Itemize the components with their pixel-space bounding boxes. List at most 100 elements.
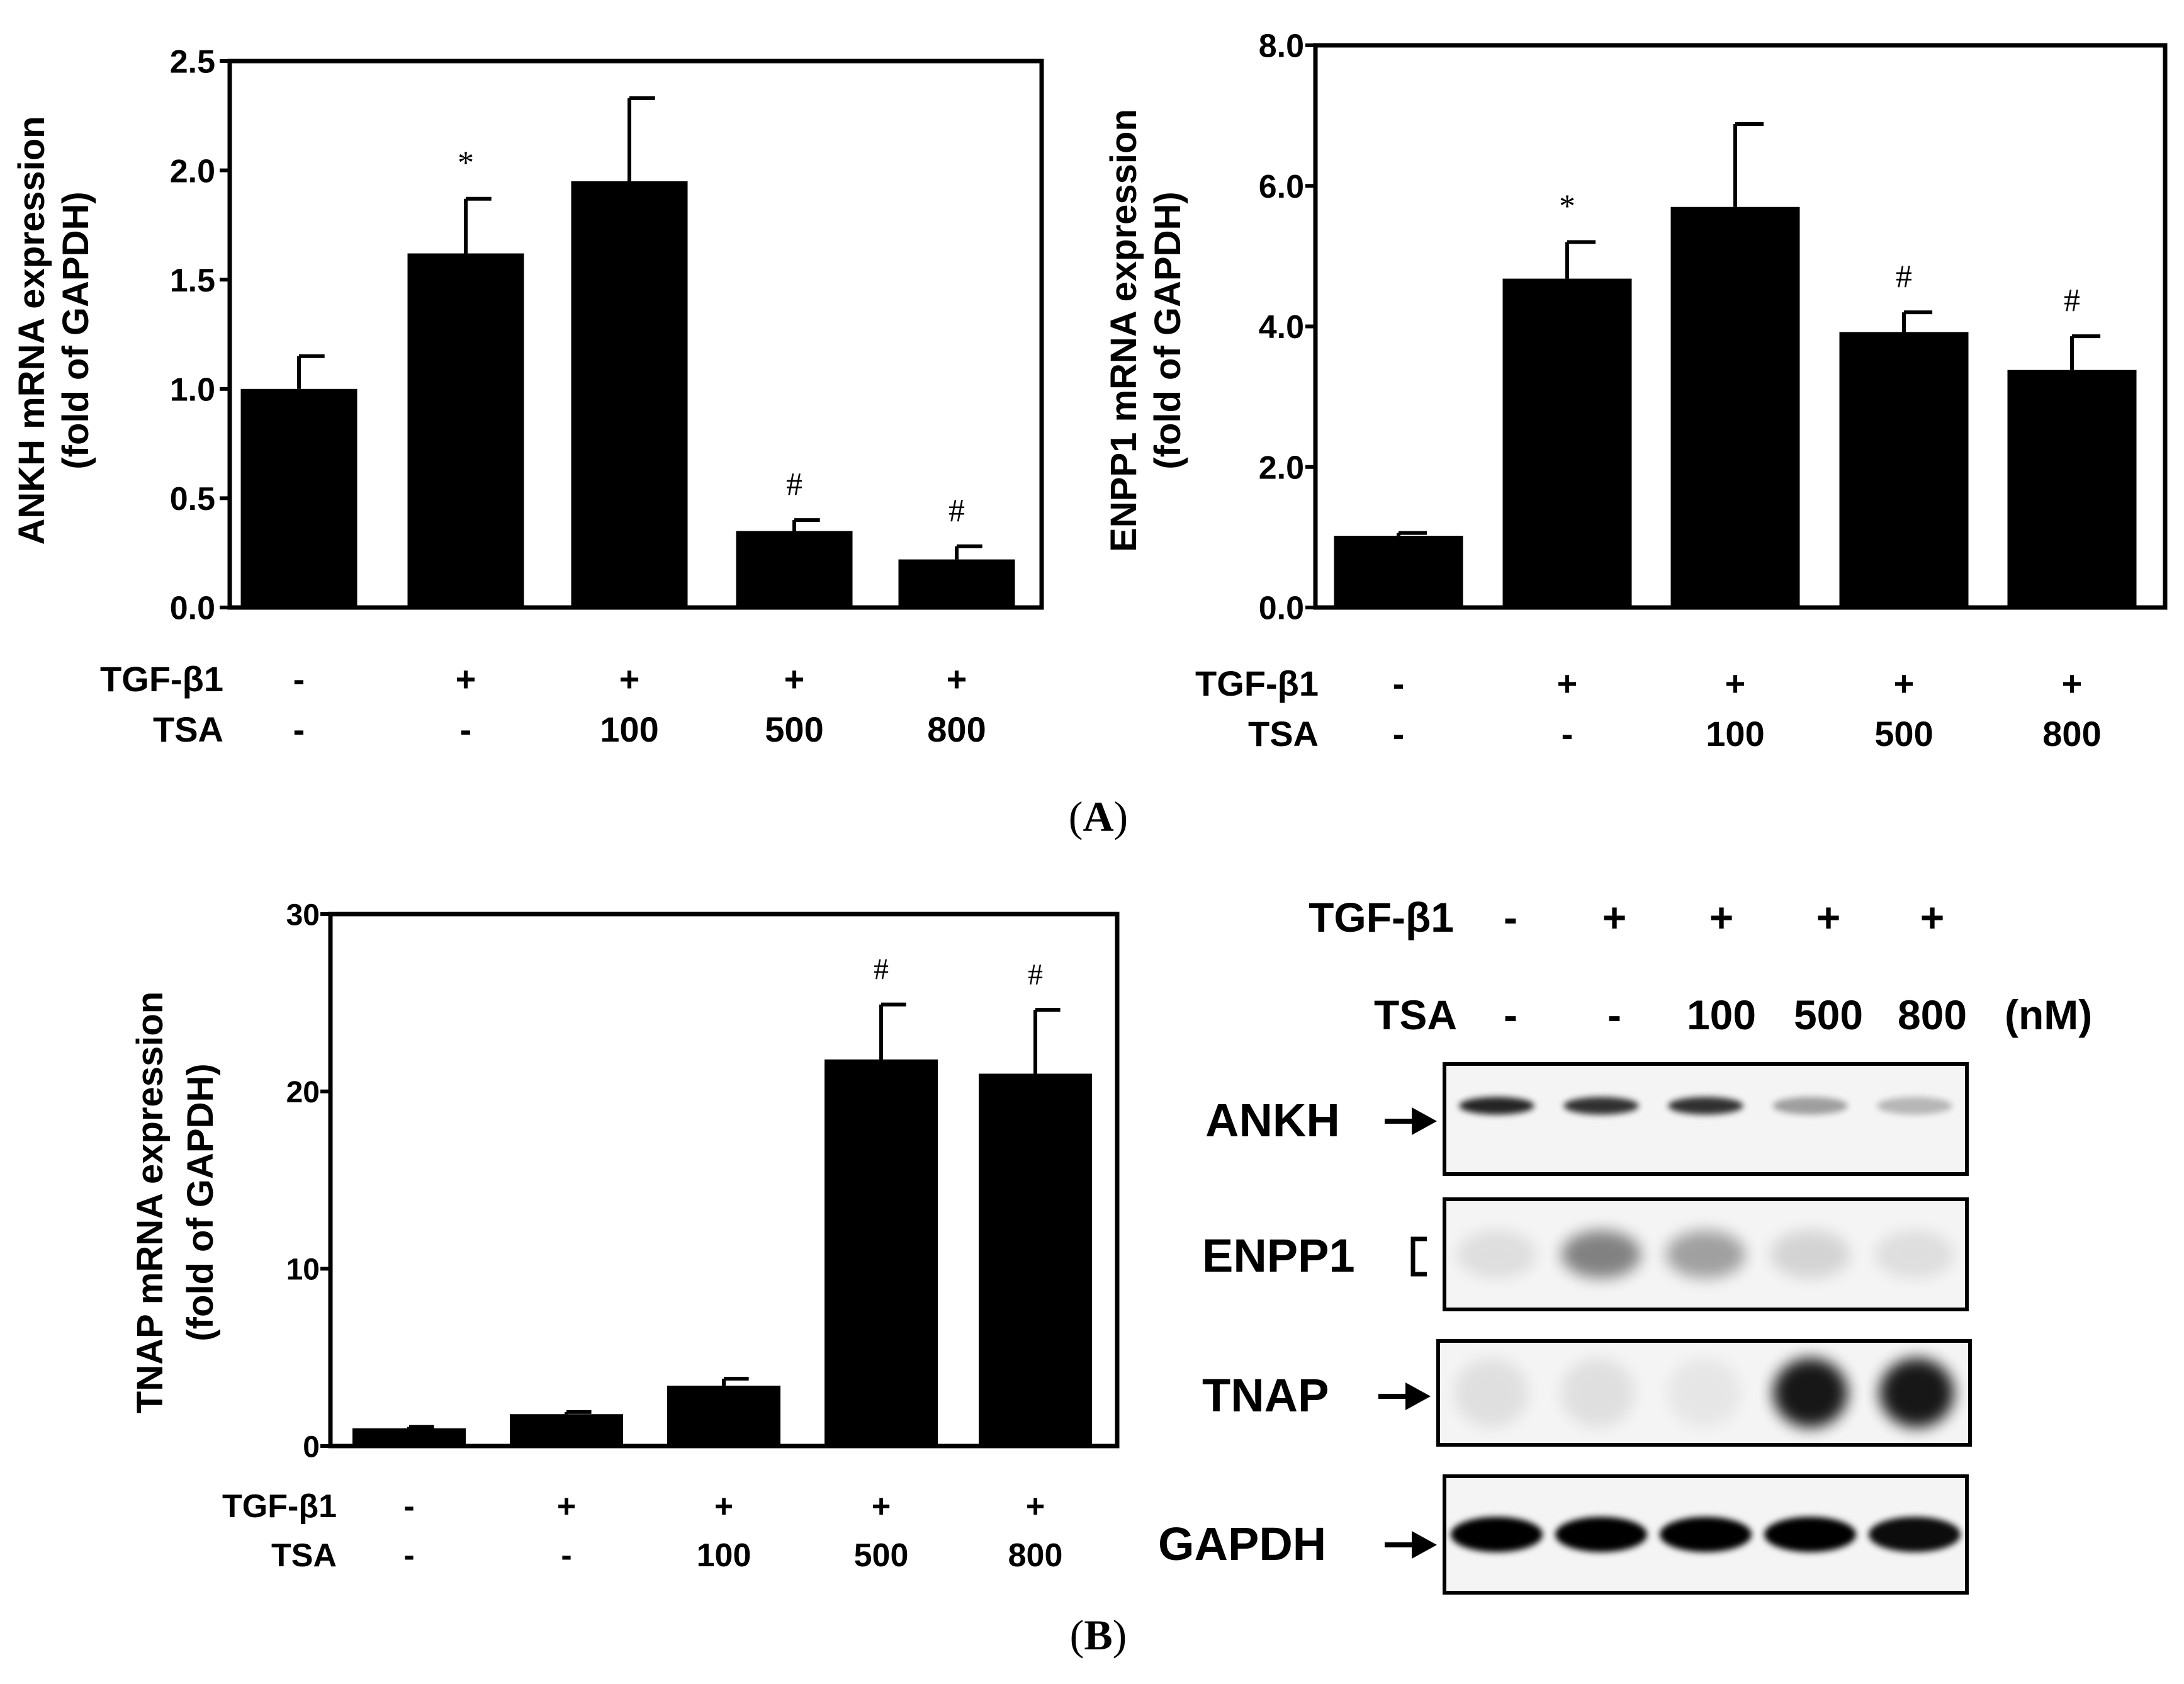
tnap-tsa-value: - — [403, 1537, 414, 1574]
arrow-right-icon — [1385, 1531, 1437, 1559]
ankh-error-bar — [297, 354, 325, 389]
tnap-tsa-value: 500 — [854, 1537, 909, 1574]
blot-band — [1560, 1358, 1635, 1428]
tnap-ylabel: TNAP mRNA expression — [130, 992, 171, 1413]
enpp1-ytick-label: 4.0 — [1259, 309, 1304, 346]
enpp1-significance-marker: # — [2064, 283, 2080, 319]
ankh-tgf-value: + — [456, 659, 476, 699]
blot-label-enpp1: ENPP1 — [1202, 1229, 1355, 1282]
ankh-error-bar — [955, 544, 982, 560]
tnap-ytick-label: 20 — [286, 1076, 320, 1109]
blot-band — [1450, 1517, 1543, 1552]
ankh-ylabel: ANKH mRNA expression — [11, 116, 52, 545]
blot-band — [1868, 1517, 1961, 1552]
ankh-tsa-value: 100 — [600, 709, 658, 749]
tnap-ytick-label: 30 — [286, 898, 320, 932]
tnap-tgf-value: + — [557, 1488, 576, 1525]
ankh-tsa-value: - — [460, 709, 472, 749]
tnap-error-bar — [565, 1410, 592, 1415]
tnap-bar — [510, 1414, 623, 1446]
blot-tsa-value: 500 — [1794, 992, 1863, 1038]
enpp1-tsa-value: - — [1393, 714, 1405, 754]
enpp1-error-bar — [1397, 531, 1427, 536]
ankh-ytick-label: 0.0 — [170, 591, 215, 627]
ankh-bar — [240, 388, 357, 607]
tnap-tgf-value: + — [714, 1488, 733, 1525]
enpp1-error-bar — [2070, 334, 2101, 370]
enpp1-ytick-label: 8.0 — [1259, 28, 1304, 65]
ankh-error-bar — [792, 518, 820, 531]
ankh-significance-marker: # — [948, 493, 965, 529]
panel-label-b: (B) — [1070, 1611, 1127, 1659]
ankh-plot-frame — [227, 59, 1044, 610]
tnap-significance-marker: # — [874, 953, 889, 986]
ankh-tsa-value: - — [293, 709, 305, 749]
blot-panel-gapdh: GAPDH — [1158, 1474, 1969, 1595]
ankh-ytick-label: 2.0 — [170, 153, 215, 189]
blot-label-ankh: ANKH — [1205, 1094, 1340, 1146]
enpp1-row-label-tgf: TGF-β1 — [1195, 664, 1319, 703]
blot-band — [1561, 1230, 1641, 1279]
ankh-tgf-value: + — [947, 659, 967, 699]
tnap-error-bar — [1033, 1008, 1061, 1074]
blot-band — [1668, 1097, 1743, 1115]
blot-band — [1563, 1097, 1639, 1115]
ankh-significance-marker: # — [786, 466, 802, 502]
enpp1-row-label-tsa: TSA — [1248, 714, 1319, 754]
enpp1-error-bar — [1902, 310, 1933, 332]
blot-band — [1456, 1230, 1537, 1279]
tnap-ytick-label: 0 — [303, 1430, 320, 1464]
ankh-tsa-value: 800 — [927, 709, 986, 749]
ankh-bar — [898, 559, 1015, 607]
enpp1-tsa-value: - — [1562, 714, 1573, 754]
ankh-error-bar — [628, 96, 655, 181]
arrow-right-icon — [1378, 1382, 1431, 1410]
blot-tgf-value: + — [1602, 894, 1627, 941]
ankh-tsa-value: 500 — [765, 709, 823, 749]
enpp1-tgf-value: + — [1725, 664, 1746, 703]
enpp1-chart: ENPP1 mRNA expression (fold of GAPDH) 0.… — [1103, 28, 2168, 754]
blot-tsa-value: - — [1607, 992, 1621, 1038]
enpp1-ytick-label: 6.0 — [1259, 169, 1304, 205]
enpp1-ylabel: ENPP1 mRNA expression — [1103, 109, 1144, 552]
tnap-tsa-value: - — [561, 1537, 571, 1574]
arrow-right-icon — [1385, 1107, 1437, 1135]
ankh-tgf-value: + — [784, 659, 805, 699]
enpp1-tgf-value: + — [2062, 664, 2083, 703]
enpp1-significance-marker: # — [1896, 259, 1912, 295]
tnap-plot-frame — [328, 912, 1120, 1449]
ankh-tgf-value: - — [293, 659, 305, 699]
tnap-ylabel-unit: (fold of GAPDH) — [180, 1063, 221, 1341]
enpp1-bar — [2007, 370, 2137, 607]
tnap-row-label-tsa: TSA — [271, 1537, 337, 1574]
tnap-error-bar — [407, 1425, 434, 1429]
enpp1-plot-frame — [1313, 43, 2168, 610]
blot-band — [1773, 1358, 1848, 1428]
ankh-tgf-value: + — [619, 659, 640, 699]
tnap-error-bar — [722, 1376, 749, 1386]
tnap-chart: TNAP mRNA expression (fold of GAPDH) 0 10… — [130, 898, 1120, 1574]
panel-label-a: (A) — [1069, 793, 1128, 840]
enpp1-tsa-value: 500 — [1874, 714, 1933, 754]
blot-band — [1459, 1097, 1534, 1115]
blot-panel-ankh: ANKH — [1205, 1062, 1969, 1176]
enpp1-tgf-value: + — [1557, 664, 1578, 703]
blot-label-gapdh: GAPDH — [1158, 1518, 1326, 1570]
blot-band — [1879, 1358, 1954, 1428]
ankh-ytick-label: 2.5 — [170, 44, 215, 81]
blot-band — [1770, 1230, 1850, 1279]
blot-tgf-value: + — [1816, 894, 1841, 941]
tnap-bar — [352, 1428, 466, 1446]
tnap-ytick-label: 10 — [286, 1253, 320, 1287]
blot-band — [1874, 1230, 1955, 1279]
ankh-ytick-label: 0.5 — [170, 481, 215, 517]
enpp1-error-bar — [1733, 122, 1764, 207]
ankh-bar — [407, 253, 524, 607]
tnap-tgf-value: + — [1026, 1488, 1045, 1525]
blot-tgf-value: + — [1920, 894, 1945, 941]
enpp1-tsa-value: 100 — [1706, 714, 1764, 754]
blot-band — [1764, 1517, 1857, 1552]
ankh-bar — [571, 181, 688, 608]
ankh-chart: ANKH mRNA expression (fold of GAPDH) 0.0… — [11, 44, 1044, 749]
